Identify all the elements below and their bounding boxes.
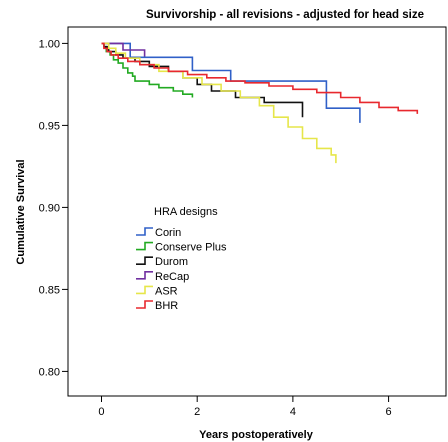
y-axis: 0.80 0.85 0.90 0.95 1.00 bbox=[39, 38, 68, 378]
chart-title: Survivorship - all revisions - adjusted … bbox=[146, 9, 424, 21]
legend-title: HRA designs bbox=[154, 206, 218, 218]
y-tick-label: 0.95 bbox=[39, 120, 60, 132]
y-tick-label: 1.00 bbox=[39, 38, 60, 50]
legend-label-recap: ReCap bbox=[155, 271, 189, 283]
series-line-asr bbox=[101, 42, 337, 164]
y-tick-label: 0.85 bbox=[39, 284, 60, 296]
series-line-corin bbox=[101, 42, 361, 123]
x-tick-label: 2 bbox=[194, 406, 200, 418]
y-axis-label: Cumulative Survival bbox=[15, 159, 27, 264]
legend-swatch-conserve-plus bbox=[136, 241, 153, 251]
legend-label-bhr: BHR bbox=[155, 300, 178, 312]
x-tick-label: 4 bbox=[290, 406, 296, 418]
plot-frame bbox=[67, 26, 447, 397]
x-tick-label: 6 bbox=[386, 406, 392, 418]
legend-label-durom: Durom bbox=[155, 256, 188, 268]
legend-swatch-asr bbox=[136, 285, 153, 295]
legend-label-corin: Corin bbox=[155, 227, 181, 239]
legend-swatch-bhr bbox=[136, 300, 153, 309]
series-layer bbox=[101, 42, 419, 164]
legend-label-conserve-plus: Conserve Plus bbox=[155, 242, 227, 254]
y-tick-label: 0.90 bbox=[39, 202, 60, 214]
legend-swatch-corin bbox=[136, 227, 153, 236]
legend: HRA designs Corin Conserve Plus Durom ReCap… bbox=[136, 206, 227, 312]
y-tick-label: 0.80 bbox=[39, 366, 60, 378]
x-axis-label: Years postoperatively bbox=[199, 429, 314, 441]
series-line-bhr bbox=[101, 42, 419, 114]
legend-swatch-recap bbox=[136, 271, 153, 280]
x-tick-label: 0 bbox=[98, 406, 104, 418]
legend-swatch-durom bbox=[136, 256, 153, 265]
series-line-recap bbox=[101, 42, 146, 57]
legend-label-asr: ASR bbox=[155, 285, 178, 297]
x-axis: 0 2 4 6 bbox=[98, 396, 392, 418]
